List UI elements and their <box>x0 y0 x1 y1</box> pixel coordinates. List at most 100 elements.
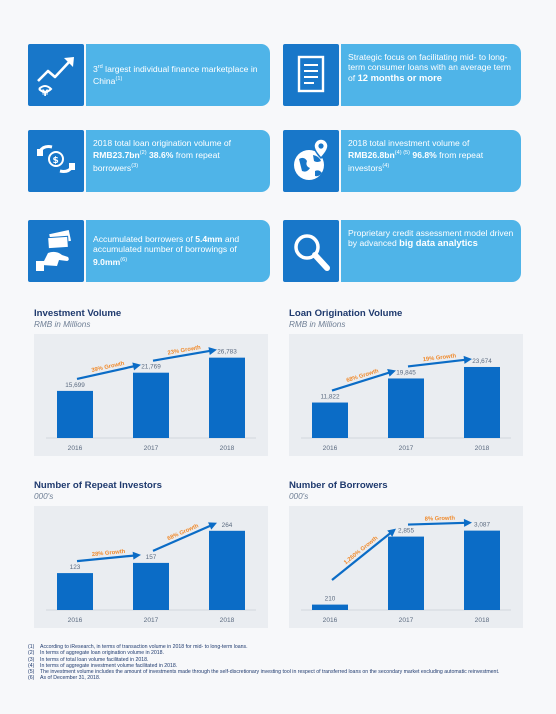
chart-svg: 11,822 2016 19,845 2017 23,674 2018 68% Growth… <box>301 353 511 452</box>
value-label-2018: 26,783 <box>217 349 237 356</box>
footnote-text: In terms of aggregate investment volume … <box>40 662 178 669</box>
tile-text-part: (4) (5) <box>394 150 411 157</box>
footnote-number: (5) <box>28 669 35 676</box>
bar-2016 <box>57 390 93 438</box>
tile-text-part: 3 <box>93 63 98 74</box>
bar-2017 <box>133 372 169 438</box>
footnotes: (1) According to iResearch, in terms of t… <box>28 644 533 682</box>
bar-2016 <box>312 402 348 438</box>
chart-svg: 123 2016 157 2017 264 2018 28% Growth 68% Growt… <box>46 522 256 624</box>
tile-text-part: from repeat investors <box>348 150 484 173</box>
tile-text-part: RMB23.7bn <box>93 150 140 161</box>
tile-text-part: big data analytics <box>399 237 478 249</box>
globe-pin-icon <box>283 130 339 192</box>
bar-2016 <box>57 573 93 610</box>
tick-label-2017: 2017 <box>399 617 414 624</box>
chart-plot: 15,699 2016 21,769 2017 26,783 2018 39% Growth… <box>34 334 268 456</box>
bar-2018 <box>464 530 500 610</box>
growth-label: 1,260% Growth <box>343 535 380 566</box>
growth-arrow: 8% Growth <box>407 516 473 527</box>
growth-arrow: 28% Growth <box>76 549 142 563</box>
growth-arrow-line <box>407 521 467 526</box>
chart-title: Investment Volume <box>34 308 122 319</box>
bar-2017 <box>388 536 424 610</box>
growth-arrow: 68% Growth <box>331 368 396 392</box>
footnote-number: (3) <box>28 656 35 663</box>
growth-arrow-line <box>152 349 212 362</box>
tile-text: Accumulated borrowers of 5.4mm and accum… <box>86 220 270 282</box>
hand-money-icon <box>28 220 84 282</box>
value-label-2017: 157 <box>146 554 157 561</box>
document-icon <box>283 44 339 106</box>
growth-label: 23% Growth <box>167 345 201 357</box>
value-label-2017: 2,855 <box>398 528 414 535</box>
growth-arrow-head <box>132 551 142 560</box>
tile-text-part: 12 months or more <box>357 71 442 83</box>
bar-2018 <box>209 357 245 438</box>
value-label-2016: 15,699 <box>65 382 85 389</box>
tile-text-part: Accumulated borrowers of <box>93 234 196 244</box>
bar-2018 <box>464 366 500 438</box>
footnote-number: (2) <box>28 650 35 657</box>
tick-label-2018: 2018 <box>475 617 490 624</box>
tile-text: 3rd largest individual finance marketpla… <box>86 44 270 106</box>
growth-arrow-head <box>387 528 397 537</box>
magnifier-icon <box>283 220 339 282</box>
growth-label: 19% Growth <box>422 353 456 363</box>
value-label-2018: 264 <box>222 522 233 529</box>
footnote: (6) As of December 31, 2018. <box>28 675 533 681</box>
tick-label-2017: 2017 <box>399 445 414 452</box>
growth-arrow: 23% Growth <box>152 345 217 362</box>
footnote: (4) In terms of aggregate investment volu… <box>28 663 533 669</box>
growth-arrow-head <box>208 522 218 530</box>
value-label-2018: 3,087 <box>474 522 490 529</box>
tile-text-part: 2018 total loan origination volume of <box>93 138 232 148</box>
tick-label-2016: 2016 <box>68 617 83 624</box>
svg-text:¥: ¥ <box>42 89 49 99</box>
tick-label-2016: 2016 <box>323 617 338 624</box>
footnote: (1) According to iResearch, in terms of t… <box>28 644 533 650</box>
footnote-text: The investment volume includes the amoun… <box>40 669 500 676</box>
tile-text-part: (1) <box>115 76 123 83</box>
svg-text:$: $ <box>53 156 59 166</box>
tick-label-2016: 2016 <box>323 445 338 452</box>
bar-2016 <box>312 604 348 610</box>
chart-svg: 210 2016 2,855 2017 3,087 2018 1,260% Growth 8%… <box>301 516 511 624</box>
tile-text-part: (4) <box>382 162 390 169</box>
tick-label-2016: 2016 <box>68 445 83 452</box>
chart-plot: 123 2016 157 2017 264 2018 28% Growth 68% Growt… <box>34 506 268 628</box>
tile-text: 2018 total investment volume of RMB26.8b… <box>341 130 521 192</box>
chart-plot: 210 2016 2,855 2017 3,087 2018 1,260% Growth 8%… <box>289 506 523 628</box>
footnote-text: In terms of total loan volume facilitate… <box>40 656 149 663</box>
growth-arrow-line <box>76 364 136 380</box>
tile-text-part: 96.8% <box>412 150 437 161</box>
chart-plot: 11,822 2016 19,845 2017 23,674 2018 68% Growth… <box>289 334 523 456</box>
growth-arrow-head <box>208 347 217 355</box>
footnote-text: According to iResearch, in terms of tran… <box>40 644 248 650</box>
growth-arrow-line <box>76 554 136 563</box>
tile-text-part: 38.6% <box>149 150 174 161</box>
growth-arrow-head <box>463 355 472 364</box>
tick-label-2018: 2018 <box>220 445 235 452</box>
growth-arrow: 68% Growth <box>152 522 218 552</box>
growth-arrow: 19% Growth <box>407 353 472 368</box>
value-label-2016: 123 <box>70 564 81 571</box>
growth-arrow-head <box>387 369 396 377</box>
value-label-2016: 11,822 <box>320 394 340 401</box>
value-label-2018: 23,674 <box>472 358 492 365</box>
growth-label: 28% Growth <box>92 549 126 558</box>
tick-label-2018: 2018 <box>220 617 235 624</box>
growth-arrow-line <box>331 531 393 581</box>
chart-subtitle: 000's <box>289 492 309 501</box>
chart-subtitle: RMB in Millions <box>34 320 91 329</box>
tile-text-part: Strategic focus on facilitating mid- to … <box>348 52 511 83</box>
value-label-2017: 19,845 <box>396 369 416 376</box>
chart-title: Loan Origination Volume <box>289 308 403 319</box>
tile-text-part: and accumulated number of borrowings of <box>93 234 240 255</box>
chart-title: Number of Repeat Investors <box>34 480 162 491</box>
growth-label: 8% Growth <box>425 516 456 523</box>
footnote: (2) In terms of aggregate loan originatio… <box>28 650 533 656</box>
bar-2018 <box>209 530 245 610</box>
footnote-text: As of December 31, 2018. <box>40 675 101 682</box>
tick-label-2018: 2018 <box>475 445 490 452</box>
